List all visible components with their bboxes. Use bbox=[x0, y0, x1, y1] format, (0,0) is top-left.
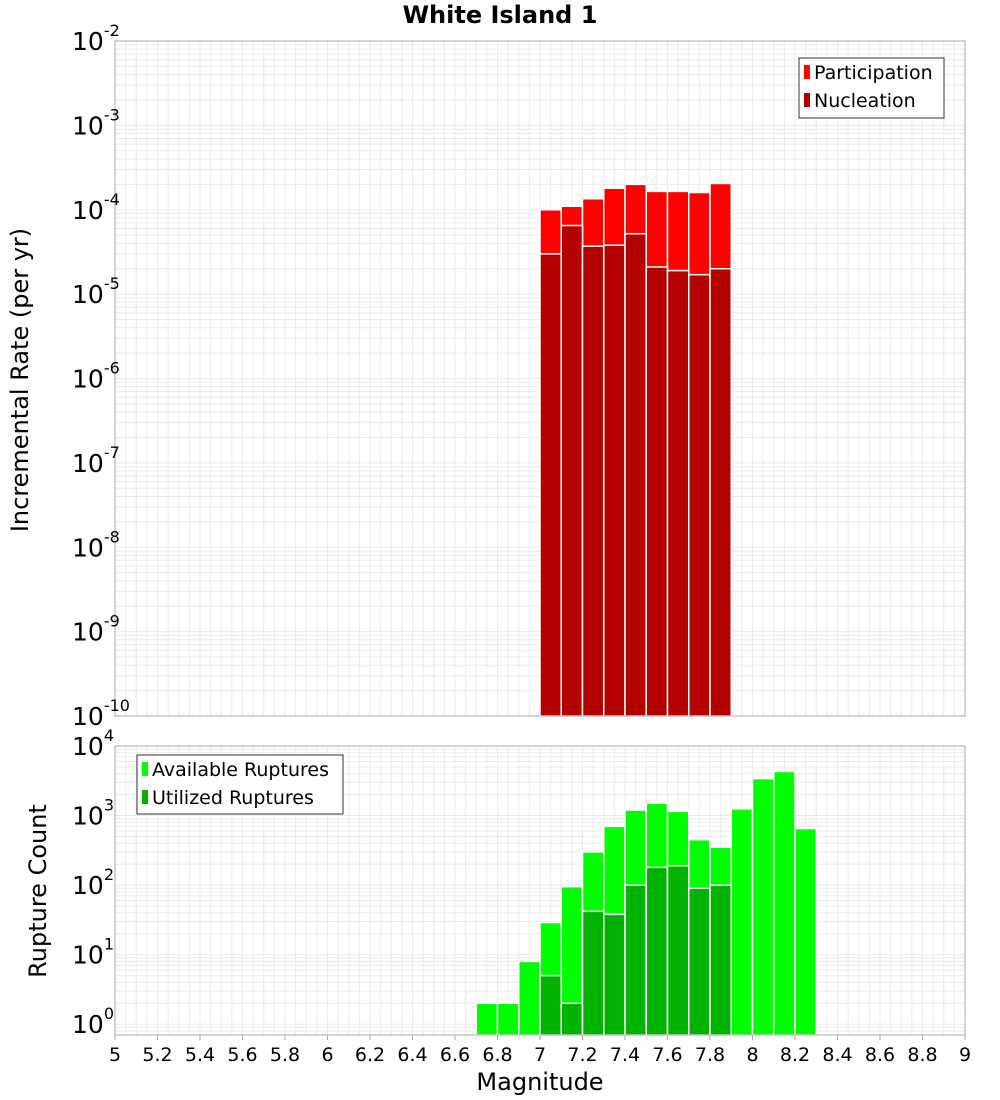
count-legend bbox=[136, 754, 344, 815]
x-tick-label: 5.8 bbox=[270, 1044, 300, 1066]
x-tick-label: 8.2 bbox=[780, 1044, 810, 1066]
x-tick-label: 9 bbox=[959, 1044, 971, 1066]
x-tick-label: 5.4 bbox=[185, 1044, 215, 1066]
x-axis-ticks: 5 5.2 5.4 5.6 5.8 6 6.2 6.4 6.6 6.8 7 7.2 7.4 7.6 7.8 8… bbox=[109, 1035, 971, 1066]
rate-y-tick-label: 10-7 bbox=[72, 443, 120, 478]
count-bar-available-ruptures bbox=[751, 777, 775, 1036]
rate-bar-nucleation bbox=[624, 232, 647, 717]
rate-bar-nucleation bbox=[581, 245, 605, 717]
count-y-tick-label: 100 bbox=[72, 1004, 114, 1039]
rate-legend-swatch bbox=[804, 65, 810, 79]
rate-bar-nucleation bbox=[688, 273, 711, 717]
count-bar-available-ruptures bbox=[475, 1002, 499, 1036]
count-y-tick-label: 102 bbox=[72, 865, 114, 900]
count-bar-utilized-ruptures bbox=[624, 884, 647, 1036]
x-tick-label: 6.8 bbox=[482, 1044, 512, 1066]
count-bar-utilized-ruptures bbox=[603, 913, 626, 1036]
x-tick-label: 6 bbox=[321, 1044, 333, 1066]
rate-bar-nucleation bbox=[539, 253, 562, 717]
rate-panel: 10-2 10-3 10-4 10-5 10-6 10-7 10-8 10-9 10-10 Par… bbox=[72, 21, 966, 731]
count-y-tick-label: 104 bbox=[72, 726, 114, 761]
count-bar-utilized-ruptures bbox=[666, 864, 690, 1036]
count-y-tick-label: 103 bbox=[72, 796, 114, 831]
x-tick-label: 7 bbox=[534, 1044, 546, 1066]
count-bar-utilized-ruptures bbox=[560, 1002, 584, 1036]
x-axis-label: Magnitude bbox=[476, 1068, 603, 1096]
rate-y-tick-label: 10-6 bbox=[72, 359, 120, 394]
count-bar-available-ruptures bbox=[773, 770, 796, 1036]
count-bar-available-ruptures bbox=[496, 1002, 520, 1036]
rupture-count-panel: 104 103 102 101 100 Available Ruptures Utilize… bbox=[72, 726, 966, 1039]
rate-y-tick-label: 10-4 bbox=[72, 190, 120, 225]
rate-legend-swatch bbox=[804, 93, 810, 107]
rate-y-tick-label: 10-10 bbox=[72, 696, 130, 731]
x-tick-label: 8 bbox=[746, 1044, 758, 1066]
count-bar-utilized-ruptures bbox=[581, 910, 605, 1036]
x-tick-label: 5 bbox=[109, 1044, 121, 1066]
count-bar-available-ruptures bbox=[730, 808, 754, 1036]
x-tick-label: 7.2 bbox=[567, 1044, 597, 1066]
rate-y-tick-label: 10-5 bbox=[72, 274, 120, 309]
rate-y-tick-label: 10-3 bbox=[72, 105, 120, 140]
bottom-y-axis-label: Rupture Count bbox=[24, 804, 52, 978]
rate-frame bbox=[114, 40, 966, 717]
rate-legend-label: Nucleation bbox=[814, 90, 916, 112]
x-tick-label: 5.2 bbox=[142, 1044, 172, 1066]
count-bar-utilized-ruptures bbox=[539, 974, 562, 1036]
x-tick-label: 7.4 bbox=[610, 1044, 640, 1066]
rate-y-tick-label: 10-8 bbox=[72, 527, 120, 562]
rate-bar-nucleation bbox=[709, 267, 732, 717]
rate-bar-nucleation bbox=[560, 224, 584, 717]
rate-bar-nucleation bbox=[603, 244, 626, 717]
count-bar-utilized-ruptures bbox=[688, 887, 711, 1036]
top-y-axis-label: Incremental Rate (per yr) bbox=[6, 228, 34, 532]
x-tick-label: 6.4 bbox=[397, 1044, 427, 1066]
count-y-tick-label: 101 bbox=[72, 935, 114, 970]
x-tick-label: 7.6 bbox=[652, 1044, 682, 1066]
rate-y-tick-label: 10-2 bbox=[72, 21, 120, 56]
chart-title: White Island 1 bbox=[403, 1, 598, 29]
count-legend-swatch bbox=[142, 762, 148, 776]
rate-bar-nucleation bbox=[645, 266, 669, 717]
count-bar-utilized-ruptures bbox=[645, 866, 669, 1036]
x-tick-label: 7.8 bbox=[695, 1044, 725, 1066]
rate-legend bbox=[798, 57, 945, 119]
count-bar-utilized-ruptures bbox=[709, 884, 732, 1036]
count-bar-available-ruptures bbox=[518, 960, 541, 1036]
rate-legend-label: Participation bbox=[814, 62, 933, 84]
x-tick-label: 8.8 bbox=[907, 1044, 937, 1066]
x-tick-label: 6.6 bbox=[440, 1044, 470, 1066]
count-legend-label: Available Ruptures bbox=[152, 759, 329, 781]
count-legend-label: Utilized Ruptures bbox=[152, 787, 314, 809]
rate-y-tick-label: 10-9 bbox=[72, 612, 120, 647]
count-legend-swatch bbox=[142, 790, 148, 804]
x-tick-label: 5.6 bbox=[227, 1044, 257, 1066]
rate-bar-nucleation bbox=[666, 269, 690, 717]
count-bar-available-ruptures bbox=[794, 827, 817, 1036]
x-tick-label: 8.4 bbox=[822, 1044, 852, 1066]
x-tick-label: 6.2 bbox=[355, 1044, 385, 1066]
x-tick-label: 8.6 bbox=[865, 1044, 895, 1066]
